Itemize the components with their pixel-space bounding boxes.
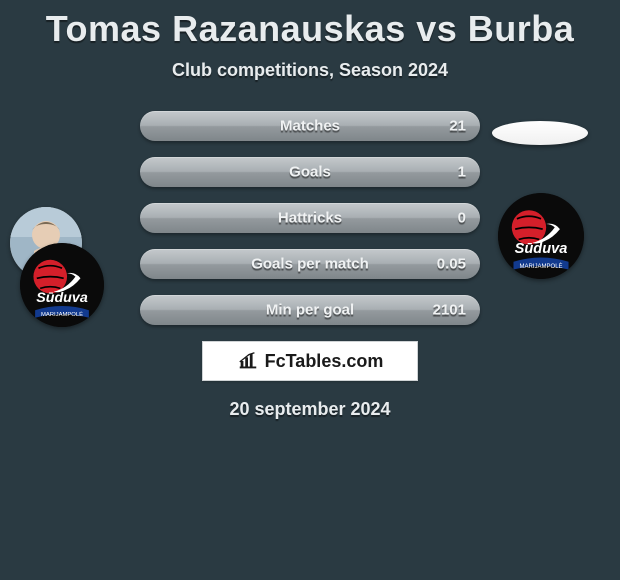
stat-row-hattricks: Hattricks 0: [140, 203, 480, 233]
stat-label: Goals: [289, 164, 331, 181]
svg-text:Sūduva: Sūduva: [515, 241, 568, 257]
club-left-badge: Sūduva MARIJAMPOLĖ: [20, 243, 104, 327]
stat-value-right: 0.05: [437, 256, 466, 273]
stat-label: Hattricks: [278, 210, 342, 227]
stats-area: Sūduva MARIJAMPOLĖ Sūduva MARIJAMPOLĖ Ma…: [0, 111, 620, 325]
svg-text:MARIJAMPOLĖ: MARIJAMPOLĖ: [519, 263, 562, 270]
stat-value-right: 1: [458, 164, 466, 181]
svg-text:Sūduva: Sūduva: [36, 290, 88, 306]
date-line: 20 september 2024: [0, 399, 620, 420]
stat-label: Min per goal: [266, 302, 354, 319]
stat-value-right: 2101: [433, 302, 466, 319]
player-right-avatar: [492, 121, 588, 145]
subtitle: Club competitions, Season 2024: [0, 60, 620, 81]
suduva-badge-icon: Sūduva MARIJAMPOLĖ: [20, 243, 104, 327]
stat-value-right: 0: [458, 210, 466, 227]
brand-text: FcTables.com: [265, 351, 384, 372]
stat-value-right: 21: [449, 118, 466, 135]
bar-chart-icon: [237, 350, 259, 372]
suduva-badge-icon: Sūduva MARIJAMPOLĖ: [498, 193, 584, 279]
stat-label: Goals per match: [251, 256, 369, 273]
stat-row-min-per-goal: Min per goal 2101: [140, 295, 480, 325]
page-title: Tomas Razanauskas vs Burba: [0, 0, 620, 50]
stat-row-goals-per-match: Goals per match 0.05: [140, 249, 480, 279]
stat-label: Matches: [280, 118, 340, 135]
brand-box: FcTables.com: [202, 341, 418, 381]
club-right-badge: Sūduva MARIJAMPOLĖ: [498, 193, 584, 279]
stat-row-matches: Matches 21: [140, 111, 480, 141]
stat-row-goals: Goals 1: [140, 157, 480, 187]
svg-text:MARIJAMPOLĖ: MARIJAMPOLĖ: [41, 311, 83, 318]
